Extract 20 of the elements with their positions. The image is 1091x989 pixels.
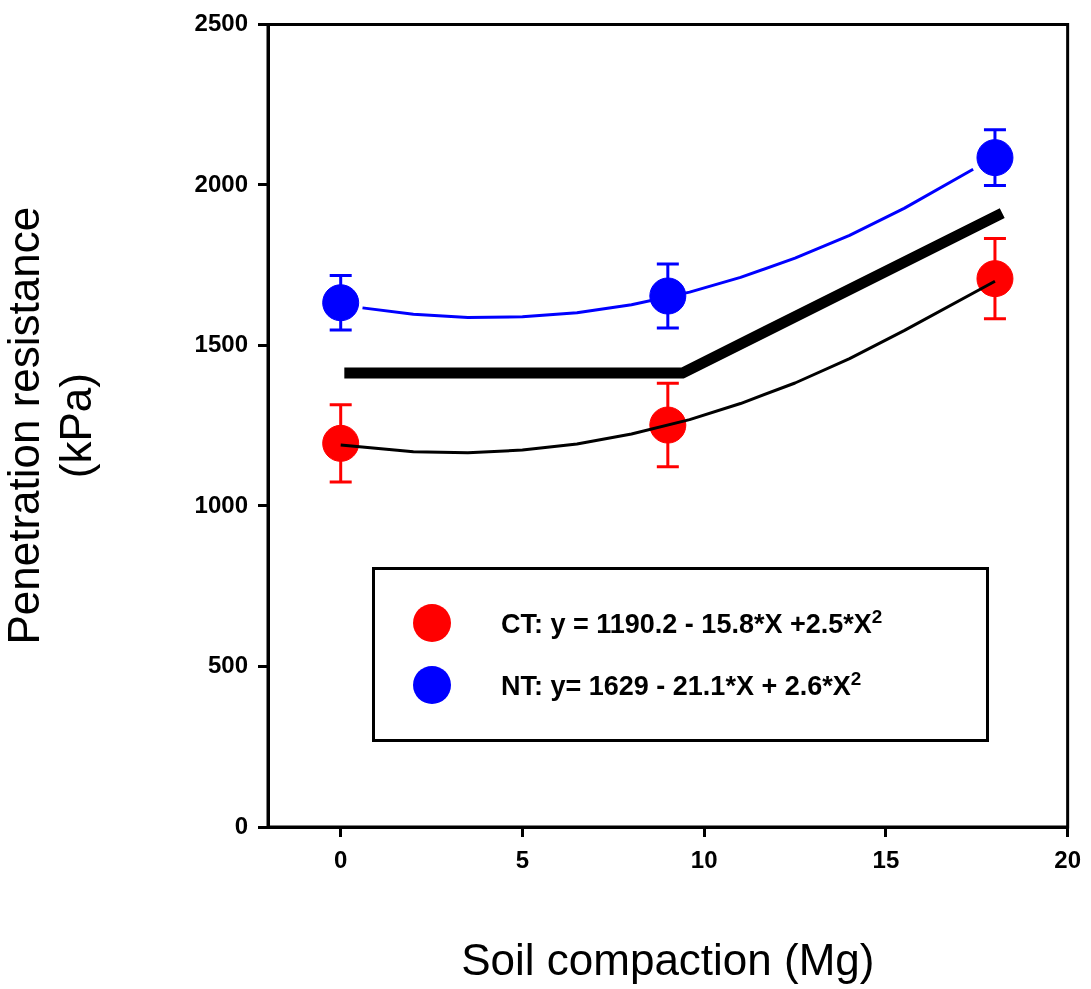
y-tick-label: 2000: [194, 169, 248, 197]
x-tick-label: 5: [515, 846, 530, 874]
point: [649, 277, 687, 315]
y-tick-label: 2500: [194, 9, 248, 37]
y-tick-label: 500: [207, 651, 248, 679]
legend-label: CT: y = 1190.2 - 15.8*X +2.5*X$^{2}$: [501, 606, 883, 640]
y-axis-title: Penetration resistance (kPa): [0, 206, 101, 645]
point: [322, 284, 360, 322]
x-tick-label: 15: [872, 846, 900, 874]
point: [976, 139, 1014, 177]
point: [976, 260, 1014, 298]
x-tick-label: 10: [690, 846, 718, 874]
y-tick-label: 1500: [194, 330, 248, 358]
y-tick-label: 1000: [194, 490, 248, 518]
x-axis-title: Soil compaction (Mg): [461, 934, 875, 984]
x-tick-label: 20: [1054, 846, 1081, 874]
legend-label: NT: y= 1629 - 21.1*X + 2.6*X$^{2}$: [501, 668, 862, 702]
x-tick-label: 0: [334, 846, 348, 874]
y-tick-label: 0: [234, 811, 248, 839]
point: [322, 424, 360, 462]
